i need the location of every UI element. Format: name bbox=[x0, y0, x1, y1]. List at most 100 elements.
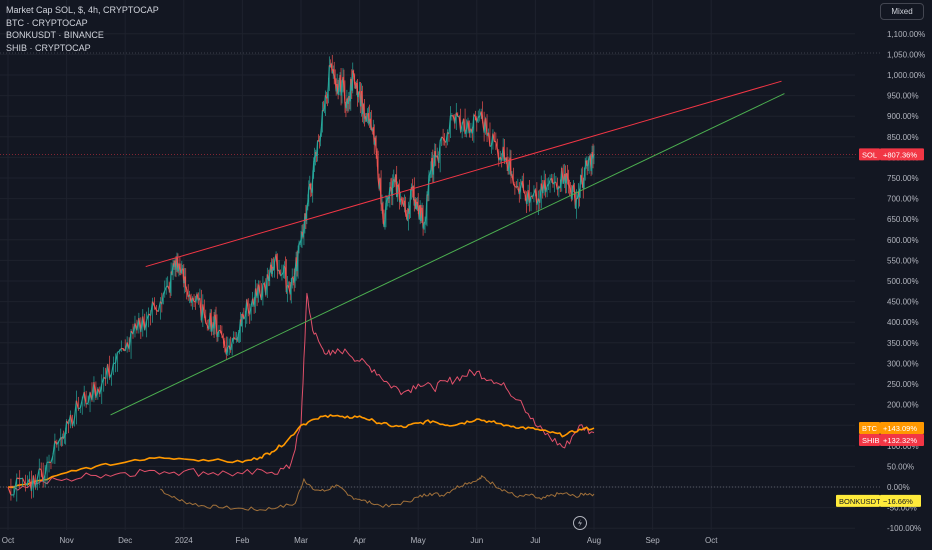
sol-candle-body bbox=[36, 468, 40, 479]
lightning-icon[interactable] bbox=[573, 516, 587, 530]
sol-candle-body bbox=[284, 267, 287, 293]
sol-candle-body bbox=[117, 350, 120, 353]
sol-candle-body bbox=[445, 132, 449, 143]
sol-candle-body bbox=[425, 194, 428, 219]
sol-candle-body bbox=[273, 260, 276, 271]
sol-candle-body bbox=[555, 182, 558, 190]
sol-candle-body bbox=[403, 200, 407, 214]
sol-candle-body bbox=[132, 323, 136, 335]
sol-candle-body bbox=[369, 118, 372, 129]
sol-candle-body bbox=[511, 173, 515, 184]
sol-candle-body bbox=[567, 178, 570, 185]
sol-candle-body bbox=[471, 114, 475, 134]
sol-candle-body bbox=[58, 437, 62, 442]
sol-candle-body bbox=[492, 133, 495, 142]
y-tick-label: 1,000.00% bbox=[887, 71, 925, 80]
legend-line-shib[interactable]: SHIB · CRYPTOCAP bbox=[6, 42, 91, 53]
badge-value-bg bbox=[880, 434, 924, 446]
sol-candle-body bbox=[306, 202, 309, 207]
x-tick-label: Oct bbox=[2, 536, 15, 545]
y-tick-label: 100.00% bbox=[887, 442, 919, 451]
sol-candle-body bbox=[490, 133, 494, 146]
sol-candle-body bbox=[205, 322, 208, 326]
y-tick-label: 250.00% bbox=[887, 380, 919, 389]
y-tick-label: 450.00% bbox=[887, 298, 919, 307]
sol-candle-body bbox=[241, 313, 245, 320]
badge-label: SOL bbox=[862, 150, 877, 159]
sol-candle-body bbox=[99, 383, 103, 395]
sol-candle-body bbox=[138, 317, 142, 333]
sol-candle-body bbox=[375, 150, 378, 158]
sol-candle-body bbox=[356, 82, 359, 98]
sol-candle-body bbox=[244, 299, 248, 317]
sol-candle-body bbox=[75, 400, 79, 409]
badge-value: +132.32% bbox=[883, 436, 917, 445]
sol-candle-body bbox=[136, 317, 140, 331]
sol-candle-body bbox=[280, 274, 283, 277]
trend-lines bbox=[110, 80, 785, 416]
sol-candle-body bbox=[401, 199, 404, 204]
sol-candle-body bbox=[71, 418, 75, 427]
sol-candle-body bbox=[320, 110, 324, 127]
sol-candle-body bbox=[225, 346, 229, 355]
sol-candle-body bbox=[421, 207, 424, 229]
sol-candle-body bbox=[79, 399, 83, 409]
series-lines bbox=[7, 54, 595, 512]
scale-mode-button[interactable]: Mixed bbox=[880, 3, 924, 20]
sol-candle-body bbox=[583, 167, 586, 178]
sol-candle-body bbox=[528, 195, 532, 203]
x-tick-label: Jul bbox=[530, 536, 540, 545]
sol-candle-body bbox=[293, 272, 296, 283]
sol-candle-body bbox=[585, 160, 588, 166]
sol-candle-body bbox=[149, 301, 154, 316]
sol-candle-body bbox=[236, 333, 240, 341]
legend-line-btc[interactable]: BTC · CRYPTOCAP bbox=[6, 17, 88, 28]
badge-value-bg bbox=[880, 422, 924, 434]
sol-candle-body bbox=[281, 272, 284, 275]
y-tick-label: 1,100.00% bbox=[887, 30, 925, 39]
sol-candle-body bbox=[178, 263, 181, 270]
sol-candle-body bbox=[63, 435, 66, 439]
sol-candle-body bbox=[196, 293, 200, 301]
sol-candle-body bbox=[290, 277, 293, 285]
sol-candle-body bbox=[408, 196, 411, 214]
price-badges: SOL +807.36% BTC +143.09%SHIB +132.32% BONKUS… bbox=[836, 148, 924, 507]
y-tick-label: 500.00% bbox=[887, 277, 919, 286]
sol-candle-body bbox=[209, 312, 213, 332]
sol-candle-body bbox=[105, 364, 109, 379]
sol-candle-body bbox=[381, 203, 384, 220]
sol-candle-body bbox=[476, 117, 479, 123]
legend-line-bonk[interactable]: BONKUSDT · BINANCE bbox=[6, 30, 104, 40]
series-line-btc bbox=[7, 414, 595, 489]
y-tick-label: 350.00% bbox=[887, 339, 919, 348]
sol-candle-body bbox=[153, 305, 157, 311]
y-tick-label: 700.00% bbox=[887, 195, 919, 204]
sol-candle-body bbox=[268, 272, 271, 282]
sol-candle-body bbox=[184, 276, 187, 289]
sol-candle-body bbox=[107, 364, 111, 378]
sol-candle-body bbox=[578, 182, 581, 198]
sol-candle-body bbox=[473, 114, 476, 117]
x-tick-label: Dec bbox=[118, 536, 132, 545]
sol-candle-body bbox=[324, 95, 327, 98]
sol-candle-body bbox=[397, 184, 400, 188]
sol-candle-body bbox=[237, 331, 240, 334]
sol-candle-body bbox=[312, 162, 315, 179]
sol-candle-body bbox=[54, 440, 58, 445]
sol-candle-body bbox=[260, 284, 264, 301]
sol-candle-body bbox=[379, 178, 382, 205]
sol-candle-body bbox=[521, 180, 525, 192]
badge-label-bg bbox=[859, 434, 880, 446]
sol-candle-body bbox=[416, 201, 419, 207]
sol-candle-body bbox=[240, 313, 243, 327]
sol-candle-body bbox=[574, 198, 578, 209]
sol-candle-body bbox=[221, 334, 224, 340]
legend-title[interactable]: Market Cap SOL, $, 4h, CRYPTOCAP bbox=[6, 5, 159, 15]
sol-candle-body bbox=[396, 184, 399, 197]
x-tick-label: Aug bbox=[587, 536, 601, 545]
badge-value: +143.09% bbox=[883, 424, 917, 433]
sol-candle-body bbox=[438, 141, 441, 163]
sol-candle-body bbox=[505, 157, 508, 164]
sol-candle-body bbox=[289, 284, 292, 295]
